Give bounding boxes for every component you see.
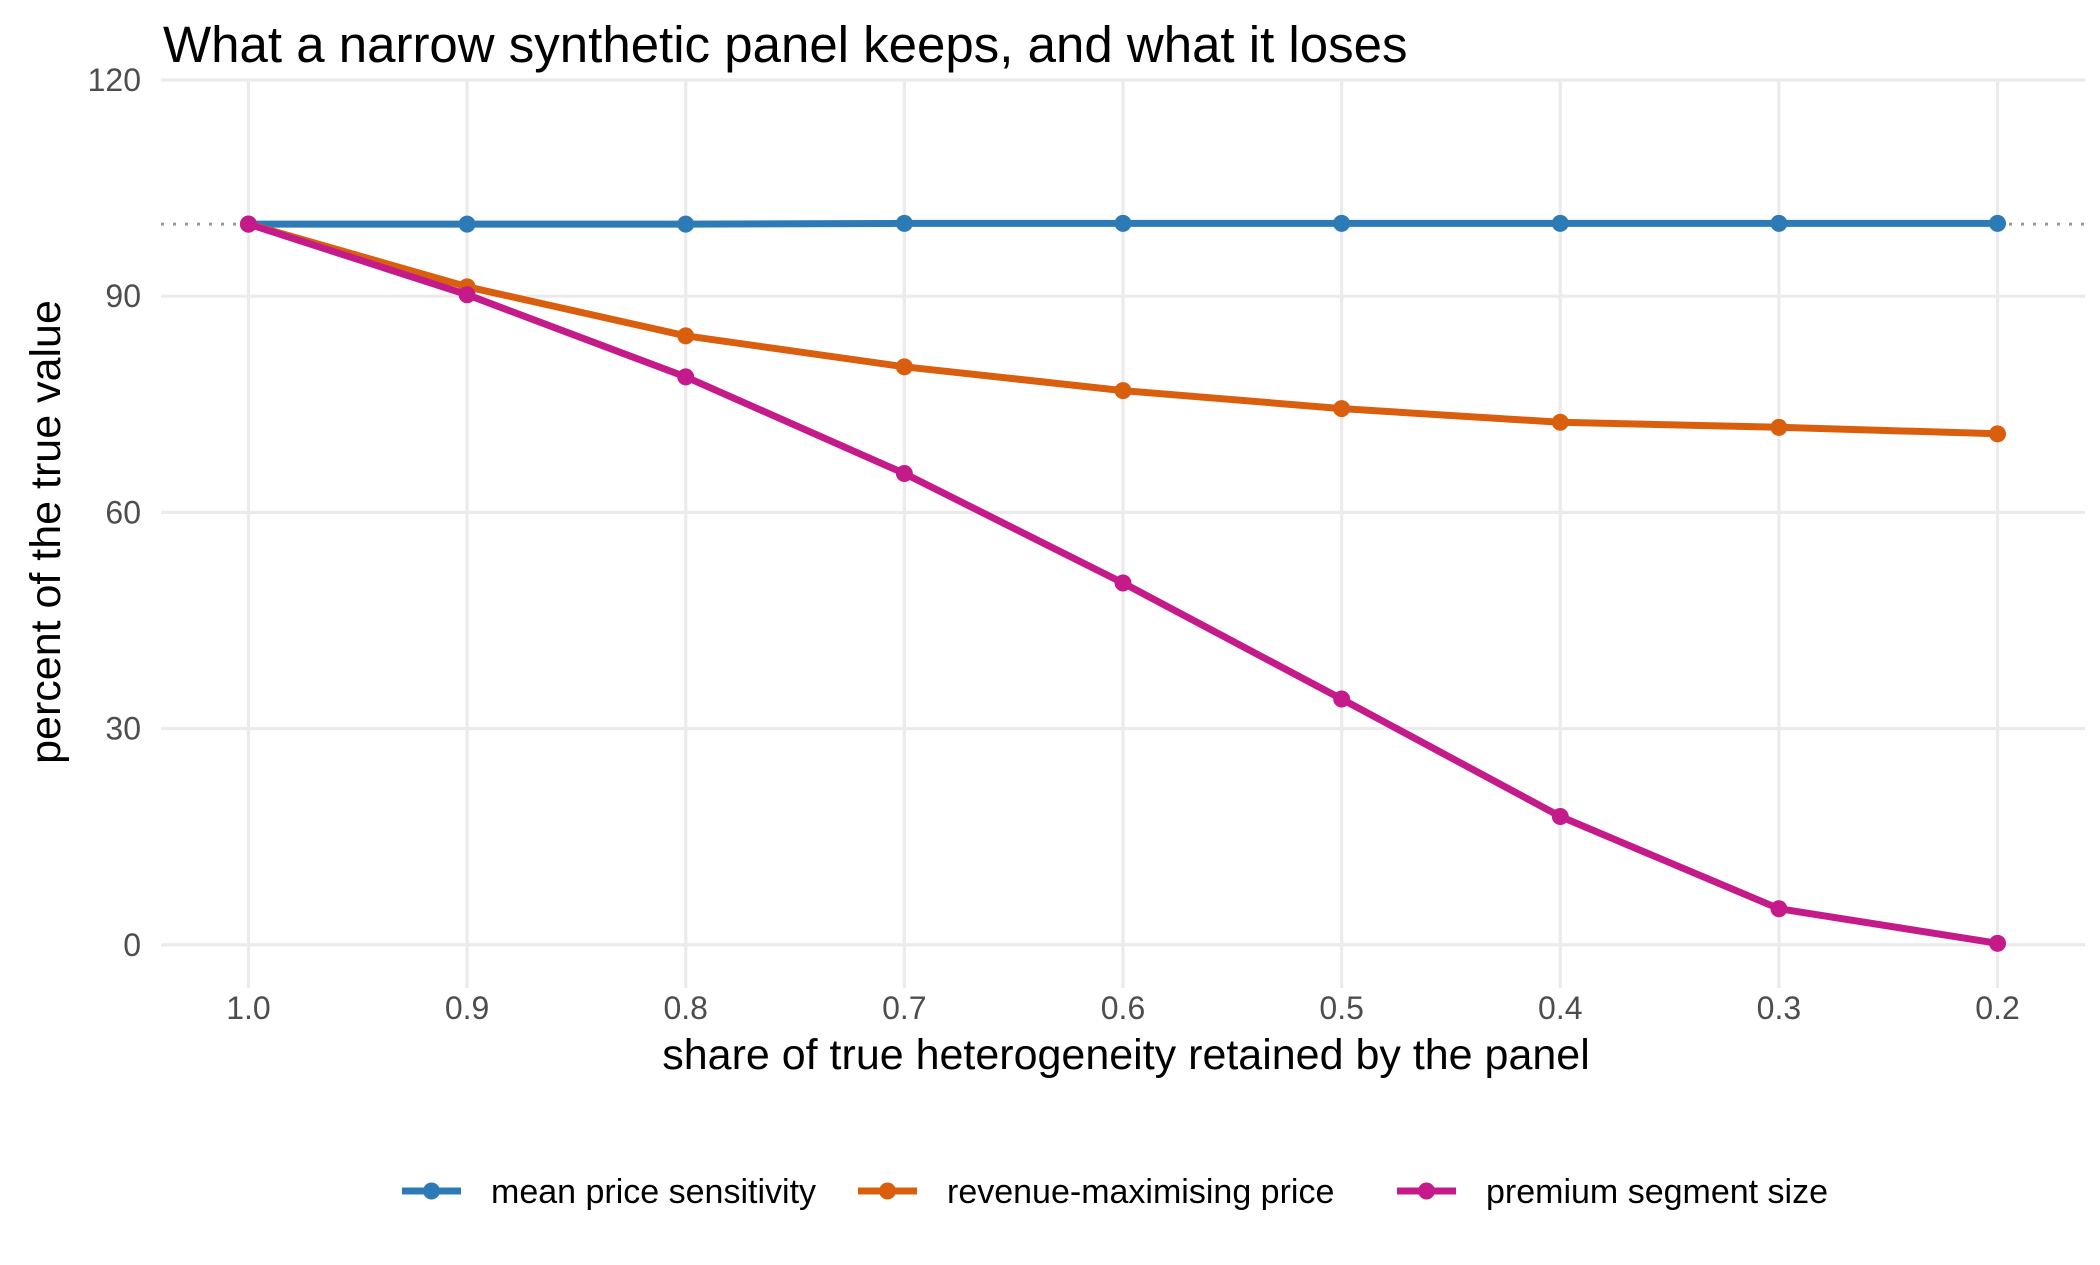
data-point bbox=[895, 358, 913, 376]
x-tick-label: 0.2 bbox=[1975, 990, 2019, 1026]
data-point bbox=[1333, 400, 1351, 418]
x-tick-label: 0.4 bbox=[1538, 990, 1582, 1026]
data-point bbox=[1551, 413, 1569, 431]
x-tick-label: 0.3 bbox=[1757, 990, 1801, 1026]
data-point bbox=[458, 286, 476, 304]
y-tick-label: 60 bbox=[105, 494, 141, 530]
y-axis-title: percent of the true value bbox=[22, 300, 70, 764]
legend-label: revenue-maximising price bbox=[947, 1173, 1334, 1211]
legend-item: mean price sensitivity bbox=[402, 1173, 816, 1211]
data-point bbox=[1770, 900, 1788, 918]
x-tick-label: 0.5 bbox=[1319, 990, 1363, 1026]
data-point bbox=[458, 215, 476, 233]
tick-labels: 0 30 60 90 120 1.0 0.9 0.8 0.7 0.6 0.5 0.4 0.3 0.2 bbox=[88, 62, 2020, 1026]
x-tick-label: 0.9 bbox=[445, 990, 489, 1026]
legend-key-point bbox=[423, 1182, 440, 1200]
data-point bbox=[895, 214, 913, 232]
data-point bbox=[677, 327, 695, 345]
data-point bbox=[239, 215, 257, 233]
series-revenue-maximising-price bbox=[239, 215, 2007, 443]
y-tick-label: 120 bbox=[88, 62, 141, 98]
data-point bbox=[1770, 214, 1788, 232]
x-tick-label: 0.7 bbox=[882, 990, 926, 1026]
data-point bbox=[1989, 214, 2007, 232]
data-point bbox=[1333, 690, 1351, 708]
series-group bbox=[239, 214, 2007, 952]
legend: mean price sensitivity revenue-maximising… bbox=[402, 1173, 1828, 1211]
data-point bbox=[677, 368, 695, 386]
data-point bbox=[1114, 574, 1132, 592]
x-tick-label: 0.8 bbox=[663, 990, 707, 1026]
data-point bbox=[1114, 214, 1132, 232]
x-tick-label: 1.0 bbox=[226, 990, 270, 1026]
legend-label: mean price sensitivity bbox=[491, 1173, 816, 1211]
chart-title: What a narrow synthetic panel keeps, and… bbox=[163, 16, 1408, 73]
y-tick-label: 90 bbox=[105, 278, 141, 314]
series-premium-segment-size bbox=[239, 215, 2007, 952]
data-point bbox=[1989, 425, 2007, 443]
legend-key-point bbox=[879, 1182, 896, 1200]
data-point bbox=[1770, 418, 1788, 436]
data-point bbox=[1989, 934, 2007, 952]
data-point bbox=[1551, 214, 1569, 232]
y-tick-label: 0 bbox=[123, 927, 141, 963]
x-tick-label: 0.6 bbox=[1101, 990, 1145, 1026]
legend-key-point bbox=[1418, 1182, 1435, 1200]
data-point bbox=[1114, 382, 1132, 400]
data-point bbox=[1333, 214, 1351, 232]
legend-item: premium segment size bbox=[1397, 1173, 1828, 1211]
series-mean-price-sensitivity bbox=[239, 214, 2007, 233]
data-point bbox=[1551, 807, 1569, 825]
y-tick-label: 30 bbox=[105, 711, 141, 747]
data-point bbox=[895, 464, 913, 482]
legend-item: revenue-maximising price bbox=[858, 1173, 1334, 1211]
legend-label: premium segment size bbox=[1486, 1173, 1828, 1211]
x-axis-title: share of true heterogeneity retained by … bbox=[662, 1031, 1590, 1079]
data-point bbox=[677, 215, 695, 233]
